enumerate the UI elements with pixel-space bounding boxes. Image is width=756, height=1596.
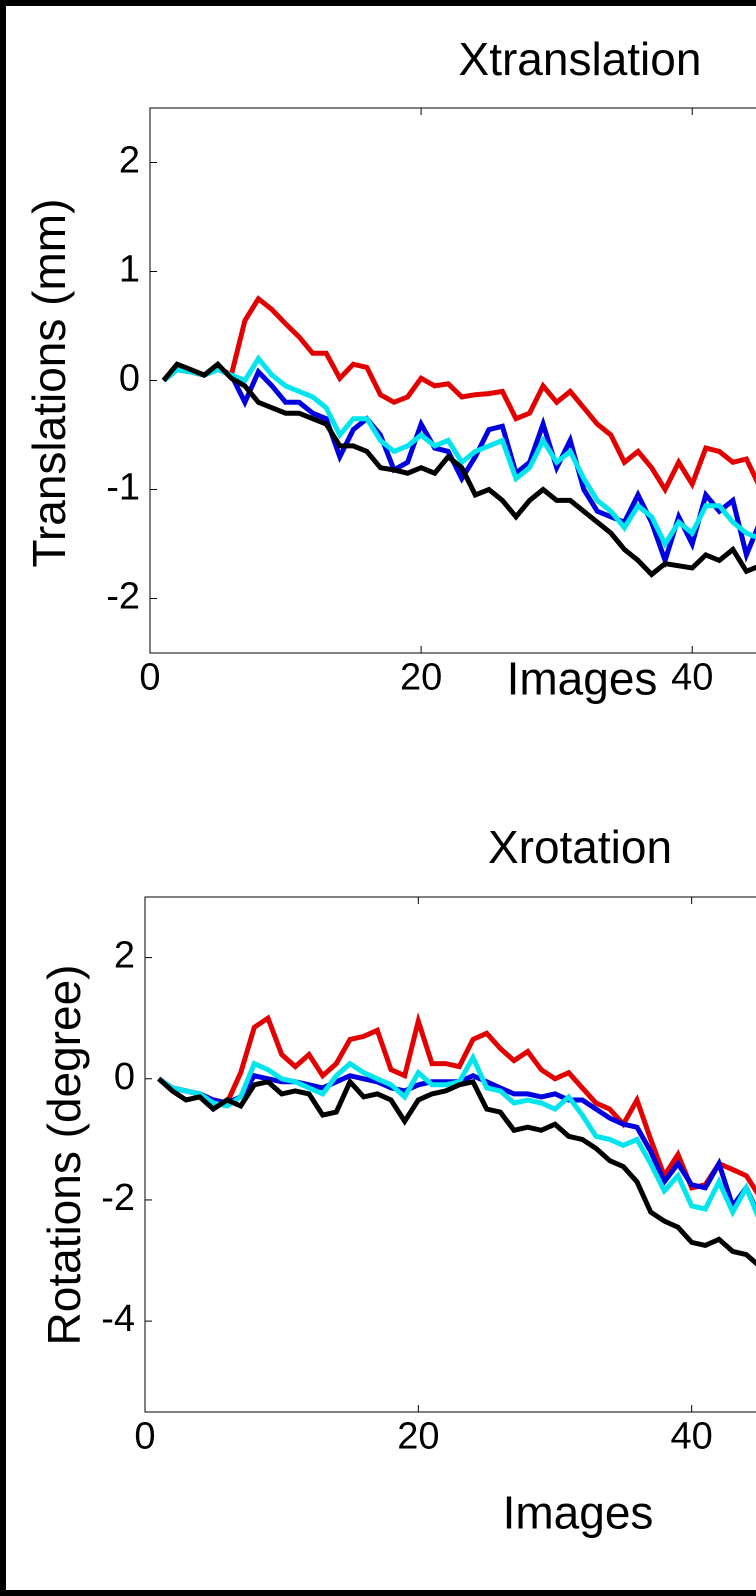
y-tick-label: -2 [101,1177,135,1219]
x-tick-label: 40 [671,656,713,698]
y-axis: 2 0 -2 -4 [101,935,152,1340]
x-tick-label: 0 [139,656,160,698]
x-tick-label: 20 [400,656,442,698]
plot-area [144,896,756,1413]
panel-xrotation: Xrotation 0 20 40 20-2-4 Images Rotations … [38,821,756,1539]
panel-xtranslation: Xtranslation 0 20 40 2 1 0 -1 -2 Images Transl… [23,33,756,705]
chart-title: Xtranslation [459,33,702,85]
x-axis-label: Images [503,1487,654,1539]
y-tick-label: -1 [106,467,140,509]
y-tick-label: -4 [101,1298,135,1340]
x-tick-label: 40 [671,1415,713,1457]
x-axis: 0 20 40 [139,108,713,698]
x-axis-label: Images [507,653,658,705]
y-tick-label: 0 [114,1056,135,1098]
series-line [162,366,756,569]
series-line [157,1052,756,1218]
x-tick-label: 0 [134,1415,155,1457]
series-line [162,354,756,550]
series-line [157,1076,756,1267]
series-group [157,1012,756,1267]
series-line [157,1012,756,1196]
y-tick-label: 2 [119,140,140,182]
y-axis: 2 1 0 -1 -2 [106,140,157,618]
y-tick-label: -2 [106,576,140,618]
y-tick-label: 0 [119,358,140,400]
plot-area [149,107,756,654]
series-line [162,295,756,495]
chart-title: Xrotation [488,821,672,873]
y-tick-label: 1 [119,249,140,291]
y-axis-label: Translations (mm) [23,199,75,568]
y-tick-label: 2 [114,935,135,977]
series-group [161,295,756,578]
x-axis: 0 20 40 [134,897,713,1457]
y-axis-label: Rotations (degree) [38,965,90,1346]
series-line [161,360,756,578]
x-tick-label: 20 [397,1415,439,1457]
